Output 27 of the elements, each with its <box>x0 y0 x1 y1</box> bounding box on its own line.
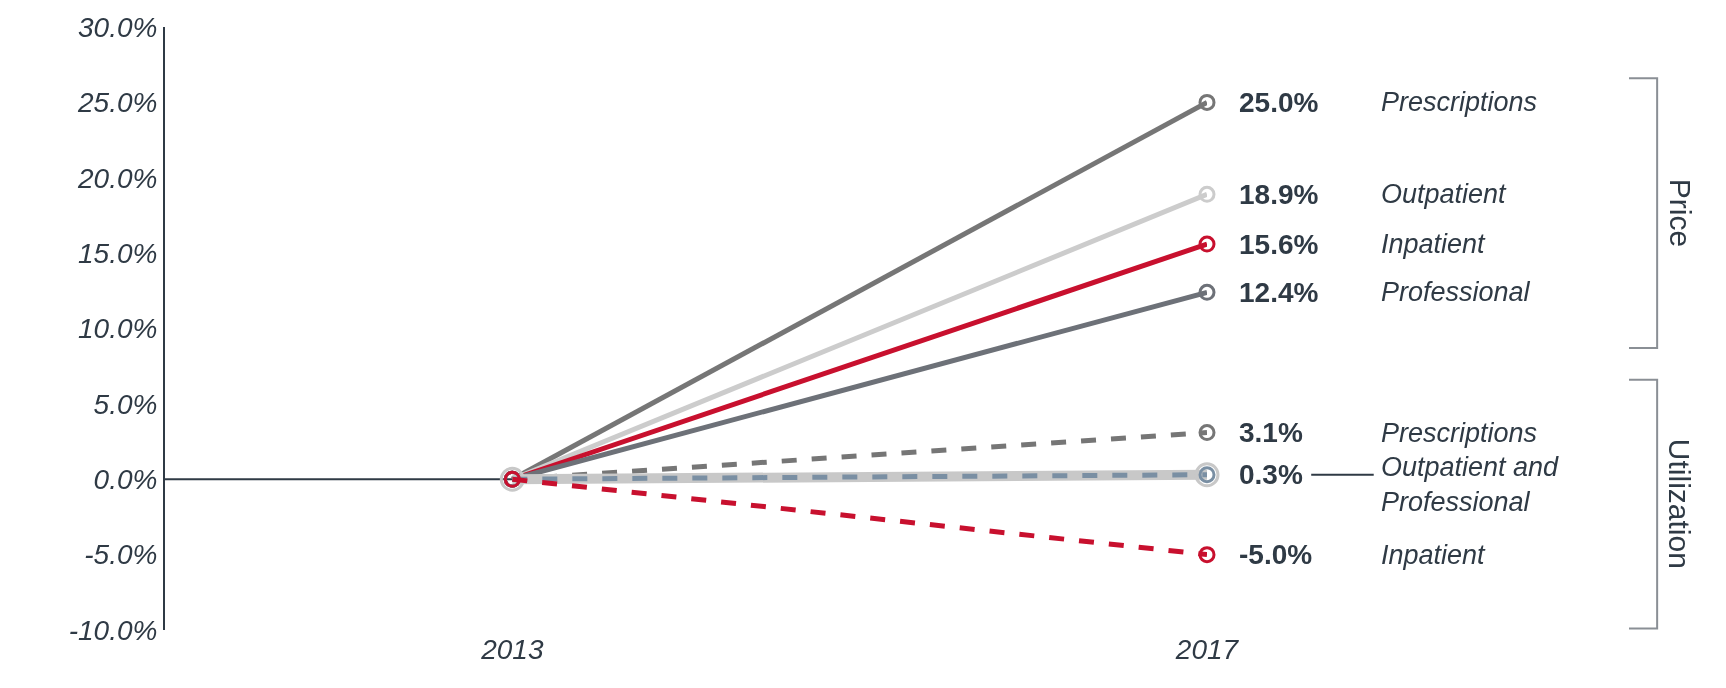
y-tick-label: -5.0% <box>84 539 158 571</box>
data-label: 12.4% <box>1239 277 1319 308</box>
y-tick-label: 20.0% <box>76 162 158 194</box>
data-label: 25.0% <box>1239 87 1319 118</box>
text: Professional <box>1381 277 1531 307</box>
text: Prescriptions <box>1381 418 1538 448</box>
text: Outpatient and Professional <box>1381 452 1560 518</box>
data-label: 18.9% <box>1239 179 1319 210</box>
data-label: 15.6% <box>1239 229 1319 260</box>
y-tick-label: 10.0% <box>77 313 158 345</box>
text: Price <box>1663 178 1697 248</box>
y-tick-label: 15.0% <box>77 237 158 269</box>
y-tick-label: 5.0% <box>93 388 158 420</box>
text: Outpatient <box>1381 179 1508 209</box>
data-label: 0.3% <box>1239 459 1303 490</box>
text: Inpatient <box>1381 229 1487 259</box>
y-tick-label: 0.0% <box>93 464 158 496</box>
text: Utilization <box>1663 438 1697 569</box>
y-tick-label: -10.0% <box>68 614 158 646</box>
x-tick-label: 2017 <box>1174 634 1240 665</box>
data-label: -5.0% <box>1239 539 1313 570</box>
y-tick-label: 30.0% <box>77 11 158 43</box>
text: Prescriptions <box>1381 87 1538 117</box>
x-tick-label: 2013 <box>480 634 544 665</box>
text: Inpatient <box>1381 540 1487 570</box>
y-tick-label: 25.0% <box>76 87 158 119</box>
data-label: 3.1% <box>1239 417 1303 448</box>
